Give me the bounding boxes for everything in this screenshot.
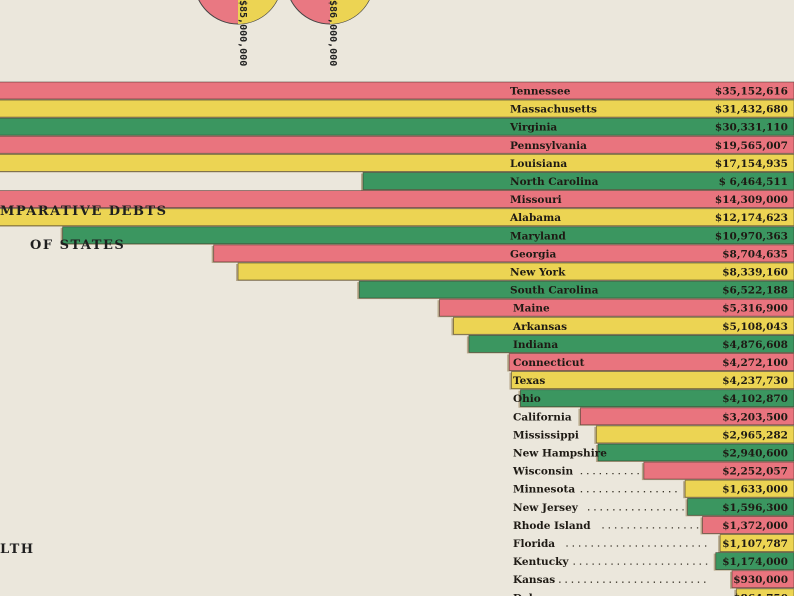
value-label: $4,102,870	[722, 393, 788, 405]
category-label: Tennessee	[510, 86, 571, 98]
bar	[0, 99, 794, 118]
value-label: $4,272,100	[722, 357, 788, 369]
bar	[715, 552, 794, 570]
value-label: $2,940,600	[722, 448, 788, 460]
pie-slice-2	[330, 0, 369, 24]
chart-title-line-2: OF STATES	[30, 238, 126, 253]
value-label: $35,152,616	[715, 86, 788, 98]
value-label: $1,174,000	[722, 556, 788, 568]
bar	[684, 479, 794, 498]
pie-slice-1	[238, 0, 277, 24]
value-label: $10,970,363	[715, 230, 788, 242]
value-label: $1,633,000	[722, 484, 788, 496]
category-label: Delaware	[513, 592, 568, 596]
bar	[0, 153, 794, 172]
category-label: Texas	[513, 375, 545, 387]
bar	[0, 208, 794, 227]
value-label: $ 6,464,511	[719, 176, 788, 188]
category-label: Kentucky	[513, 556, 569, 568]
value-label: $930,000	[733, 574, 788, 586]
category-label: North Carolina	[510, 176, 599, 188]
pie-label-1: $85,000,000	[237, 0, 248, 67]
category-label: Kansas	[513, 574, 555, 586]
side-title-fragment: LTH	[0, 542, 35, 557]
category-label: Pennsylvania	[510, 140, 587, 152]
bar	[735, 588, 794, 596]
pie-label-2: $86,000,000	[327, 0, 338, 67]
category-label: Minnesota	[513, 484, 575, 496]
bar	[0, 117, 794, 136]
value-label: $19,565,007	[715, 140, 788, 152]
bar	[0, 190, 794, 209]
value-label: $6,522,188	[722, 285, 788, 297]
value-label: $1,107,787	[722, 538, 788, 550]
bar	[597, 443, 794, 462]
category-label: Alabama	[509, 212, 561, 224]
category-label: Georgia	[510, 248, 557, 260]
value-label: $2,965,282	[722, 429, 788, 441]
bar	[439, 298, 794, 317]
bar	[213, 244, 794, 263]
category-label: Ohio	[513, 393, 541, 405]
category-label: Mississippi	[513, 429, 579, 441]
value-label: $30,331,110	[715, 122, 788, 134]
value-label: $1,372,000	[722, 520, 788, 532]
category-label: Maine	[513, 303, 550, 315]
value-label: $4,237,730	[722, 375, 788, 387]
bar	[687, 497, 794, 516]
bar	[468, 334, 794, 353]
category-label: Massachusetts	[510, 104, 597, 116]
value-label: $14,309,000	[715, 194, 788, 206]
pie-charts	[198, 0, 370, 25]
category-label: Florida	[513, 538, 555, 550]
category-label: Virginia	[509, 122, 557, 134]
bar	[0, 135, 794, 154]
bar	[62, 226, 794, 245]
bar	[508, 353, 794, 371]
category-label: South Carolina	[510, 285, 599, 297]
value-label: $8,339,160	[722, 267, 788, 279]
category-label: Rhode Island	[513, 520, 591, 532]
value-label: $1,596,300	[722, 502, 788, 514]
value-label: $8,704,635	[722, 248, 788, 260]
chart-title-line-1: MPARATIVE DEBTS	[0, 204, 168, 219]
category-label: Missouri	[510, 194, 562, 206]
value-label: $12,174,623	[715, 212, 788, 224]
bar	[511, 371, 794, 390]
category-label: Indiana	[513, 339, 558, 351]
value-label: $17,154,935	[715, 158, 788, 170]
value-label: $2,252,057	[722, 466, 788, 478]
value-label: $3,203,500	[722, 411, 788, 423]
value-label: $4,876,608	[722, 339, 788, 351]
category-label: New Jersey	[513, 502, 579, 514]
value-label: $864,750	[733, 592, 788, 596]
category-label: Connecticut	[513, 357, 585, 369]
category-label: California	[513, 411, 572, 423]
bar	[731, 570, 794, 589]
bar	[362, 172, 794, 190]
value-label: $31,432,680	[715, 104, 788, 116]
category-label: New York	[510, 267, 566, 279]
category-label: Louisiana	[510, 158, 567, 170]
category-label: New Hampshire	[513, 448, 607, 460]
bar	[580, 407, 794, 426]
bar	[0, 81, 794, 100]
category-label: Wisconsin	[512, 466, 573, 478]
bar-group: Tennessee $35,152,616 Massachusetts $31,432…	[0, 81, 794, 596]
value-label: $5,316,900	[722, 303, 788, 315]
bar	[520, 389, 794, 408]
category-label: Arkansas	[512, 321, 567, 333]
bar	[358, 280, 794, 299]
bar	[453, 316, 794, 335]
value-label: $5,108,043	[722, 321, 788, 333]
category-label: Maryland	[510, 230, 566, 242]
